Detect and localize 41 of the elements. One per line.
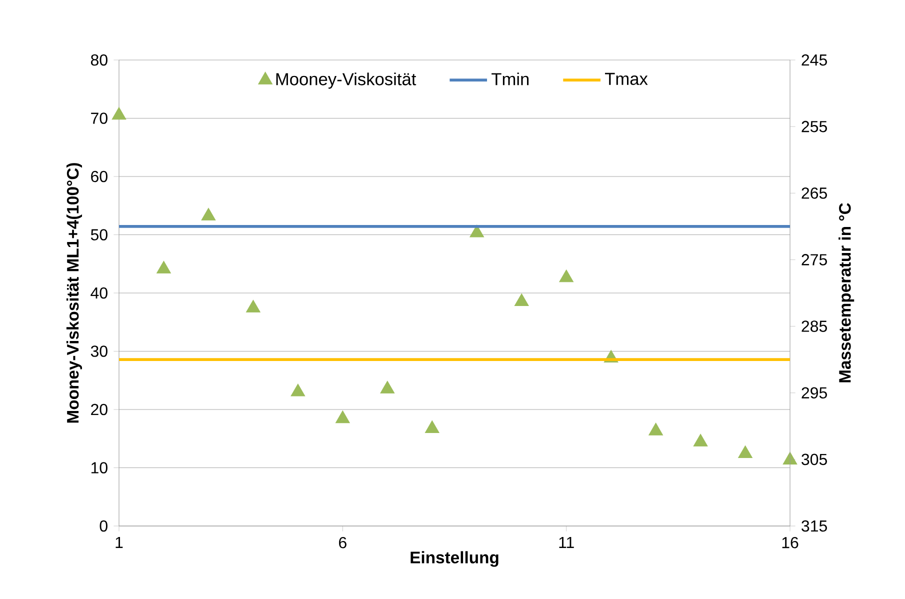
y-tick-label: 0 xyxy=(100,520,108,532)
x-tick-label: 6 xyxy=(339,536,346,548)
y2-tick-label: 295 xyxy=(802,387,827,399)
y-tick-label: 70 xyxy=(91,112,108,124)
x-tick-label: 16 xyxy=(782,536,798,548)
legend-label: Mooney-Viskosität xyxy=(276,72,416,89)
y-tick-label: 40 xyxy=(90,287,108,299)
point xyxy=(424,420,440,433)
point xyxy=(246,300,260,312)
y2-tick-label: 275 xyxy=(802,254,827,266)
legend-label: Tmax xyxy=(605,72,648,85)
point xyxy=(156,260,171,274)
y2-tick-label: 255 xyxy=(802,120,827,132)
y2-tick-label: 285 xyxy=(802,320,827,332)
x-tick-label: 1 xyxy=(116,536,123,548)
x-axis-title: Einstellung xyxy=(410,551,498,567)
y-tick-label: 30 xyxy=(90,346,108,357)
legend-label: Tmin xyxy=(492,72,529,86)
y2-tick-label: 315 xyxy=(802,520,827,532)
y2-tick-label: 265 xyxy=(802,187,827,199)
point xyxy=(470,224,484,238)
y2-tick-label: 305 xyxy=(802,454,827,466)
point xyxy=(290,384,306,396)
x-tick-label: 11 xyxy=(559,536,574,548)
y2-tick-label: 245 xyxy=(802,54,827,66)
y2-axis-title: Massetemperatur in °C xyxy=(838,203,854,382)
y-axis-title: Mooney-Viskosität ML1+4(100°C) xyxy=(66,163,82,423)
point xyxy=(112,107,126,120)
point xyxy=(738,445,752,458)
y-tick-label: 10 xyxy=(91,462,108,474)
point xyxy=(648,422,664,436)
point xyxy=(514,293,529,306)
y-tick-label: 60 xyxy=(91,170,108,182)
point xyxy=(380,380,395,394)
point xyxy=(693,434,708,446)
point xyxy=(201,208,216,220)
y-tick-label: 80 xyxy=(90,54,108,66)
y-tick-label: 50 xyxy=(90,229,108,240)
y-tick-label: 20 xyxy=(91,404,108,416)
point xyxy=(335,410,350,424)
point xyxy=(559,270,574,282)
